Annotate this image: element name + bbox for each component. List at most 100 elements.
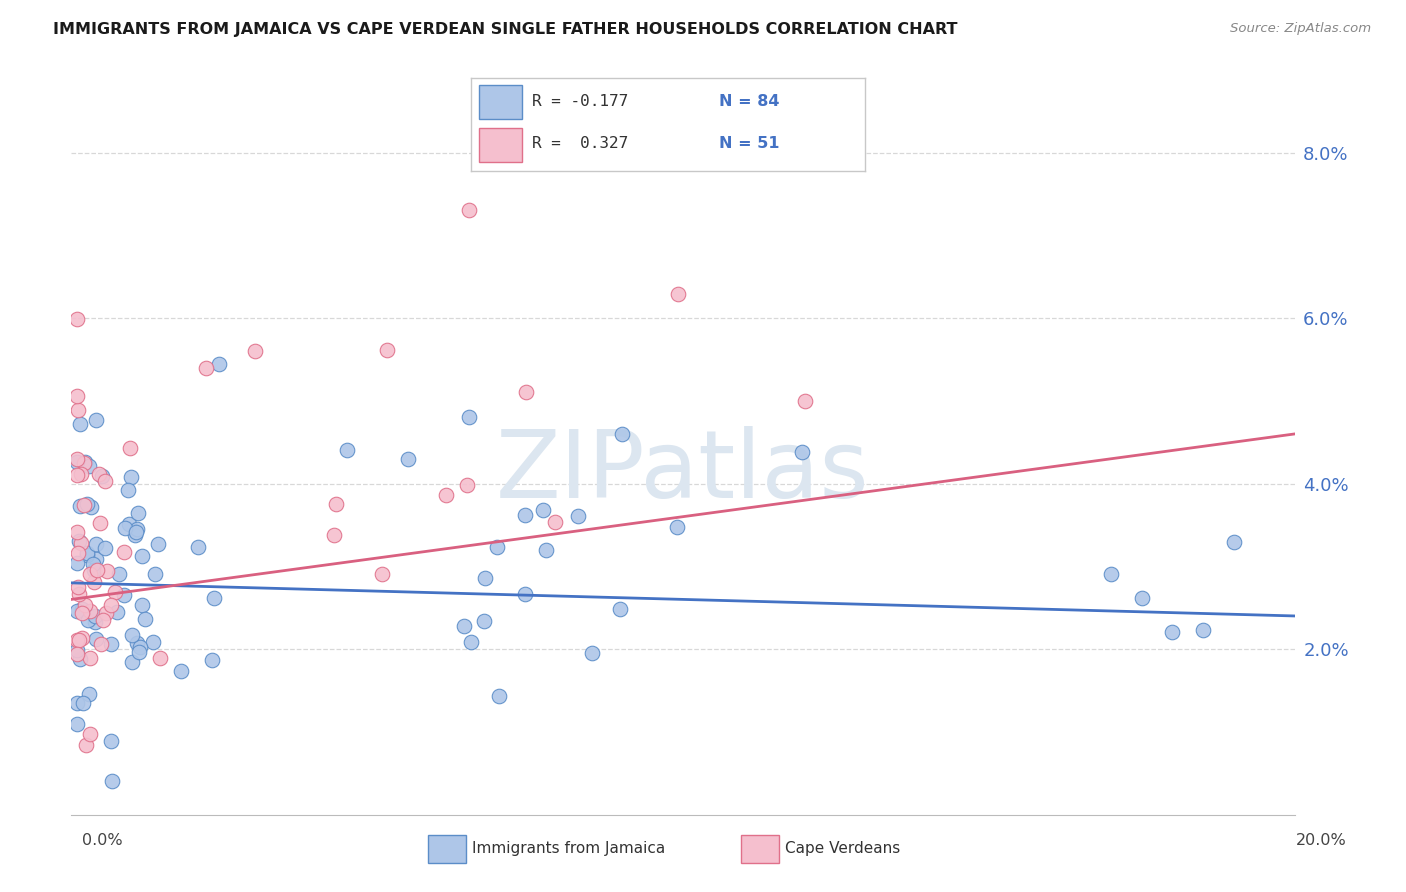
Point [94,541,117,555]
Point [72,631,94,645]
Point [131,549,153,563]
Point [187,541,209,555]
Point [131,599,153,613]
Text: IMMIGRANTS FROM JAMAICA VS CAPE VERDEAN SINGLE FATHER HOUSEHOLDS CORRELATION CHA: IMMIGRANTS FROM JAMAICA VS CAPE VERDEAN … [53,22,957,37]
Point [335,443,357,458]
Point [108,567,131,582]
Point [86,563,108,577]
Point [533,502,555,516]
Point [458,203,481,218]
Point [67,534,90,549]
Point [112,588,135,602]
Point [79,459,101,474]
Point [142,634,165,648]
Point [120,470,142,484]
Point [76,545,98,559]
Point [69,417,91,431]
Point [80,500,103,514]
Point [83,574,105,589]
Point [610,426,633,441]
Point [666,287,689,301]
Point [72,696,94,710]
Point [104,584,127,599]
Point [149,650,172,665]
Point [73,598,96,612]
Point [396,451,419,466]
Point [66,546,89,560]
Point [790,445,813,459]
Point [121,628,143,642]
Point [77,613,100,627]
Point [201,652,224,666]
Point [124,528,146,542]
Point [84,615,107,630]
Point [67,632,90,647]
Point [70,467,93,481]
Point [323,528,346,542]
Point [125,635,148,649]
Point [536,542,558,557]
Point [79,604,101,618]
Point [66,716,89,731]
Point [101,774,124,789]
Point [121,655,143,669]
Point [67,587,90,601]
FancyBboxPatch shape [427,836,467,863]
Point [66,647,89,661]
Point [100,598,122,612]
Point [66,455,89,469]
Point [100,637,122,651]
Point [1161,625,1184,640]
Point [66,633,89,648]
Point [89,467,111,481]
Point [79,650,101,665]
Point [128,645,150,659]
Point [82,558,104,572]
Text: 0.0%: 0.0% [82,833,122,847]
Point [90,637,112,651]
Point [474,571,496,585]
Point [77,687,100,701]
Point [1222,535,1244,549]
Point [120,441,142,455]
Point [1099,567,1122,582]
Point [66,525,89,540]
FancyBboxPatch shape [741,836,779,863]
Point [90,469,112,483]
Text: Source: ZipAtlas.com: Source: ZipAtlas.com [1230,22,1371,36]
Point [1192,624,1215,638]
Point [69,536,91,550]
Point [243,344,266,359]
Point [72,498,94,512]
Point [75,739,97,753]
Point [79,727,101,741]
Point [66,604,89,618]
Point [456,478,478,492]
Point [194,360,217,375]
Point [76,497,98,511]
Point [69,652,91,666]
Point [567,508,589,523]
Point [134,612,156,626]
Point [371,567,394,582]
Point [83,609,105,624]
Point [70,606,93,620]
Point [100,734,122,748]
Point [515,384,537,399]
FancyBboxPatch shape [479,128,522,162]
Point [544,516,567,530]
Point [202,591,225,605]
Point [117,483,139,498]
Point [67,580,90,594]
Point [69,500,91,514]
Point [66,312,89,326]
Point [375,343,398,357]
Text: N = 84: N = 84 [718,94,779,109]
Point [84,551,107,566]
Point [118,516,141,531]
Point [486,540,509,554]
Point [112,545,135,559]
Point [127,522,149,536]
Point [665,520,688,534]
Text: Cape Verdeans: Cape Verdeans [785,841,900,855]
